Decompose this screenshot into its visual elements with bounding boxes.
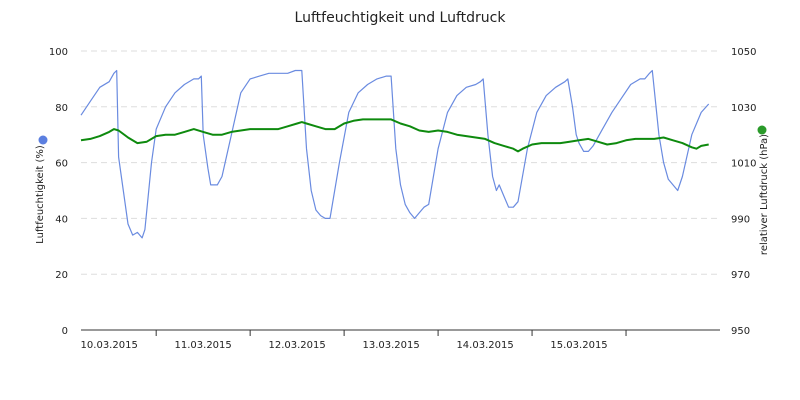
y-left-tick-label: 0 [62,326,68,337]
y-left-tick-label: 40 [55,214,68,225]
y-right-tick-label: 950 [731,326,750,337]
axis-labels: 0 20 40 60 80 100 950 970 990 1010 1030 1050 10.03.2… [35,47,770,351]
x-tick-label: 15.03.2015 [550,340,607,351]
pressure-legend-dot [757,125,767,135]
y-right-tick-label: 1050 [731,47,756,58]
y-left-tick-label: 80 [55,103,68,114]
humidity-series-line [80,69,710,239]
grid-lines [81,50,720,275]
y-right-axis-label: relativer Luftdruck (hPa) [759,134,770,255]
axes [81,329,720,336]
y-right-tick-label: 1010 [731,159,756,170]
y-left-tick-label: 60 [55,159,68,170]
x-tick-label: 10.03.2015 [81,340,138,351]
pressure-series-line [80,118,709,153]
y-right-tick-label: 1030 [731,103,756,114]
series-layer [80,69,710,239]
y-left-axis-label: Luftfeuchtigkeit (%) [35,145,46,244]
x-tick-label: 11.03.2015 [175,340,232,351]
x-tick-label: 12.03.2015 [268,340,325,351]
humidity-legend-dot [38,135,48,145]
y-right-tick-label: 990 [731,214,750,225]
y-left-tick-label: 20 [55,270,68,281]
x-tick-label: 14.03.2015 [456,340,513,351]
x-tick-label: 13.03.2015 [362,340,419,351]
y-left-tick-label: 100 [49,47,68,58]
y-right-tick-label: 970 [731,270,750,281]
chart-title: Luftfeuchtigkeit und Luftdruck [295,10,507,26]
